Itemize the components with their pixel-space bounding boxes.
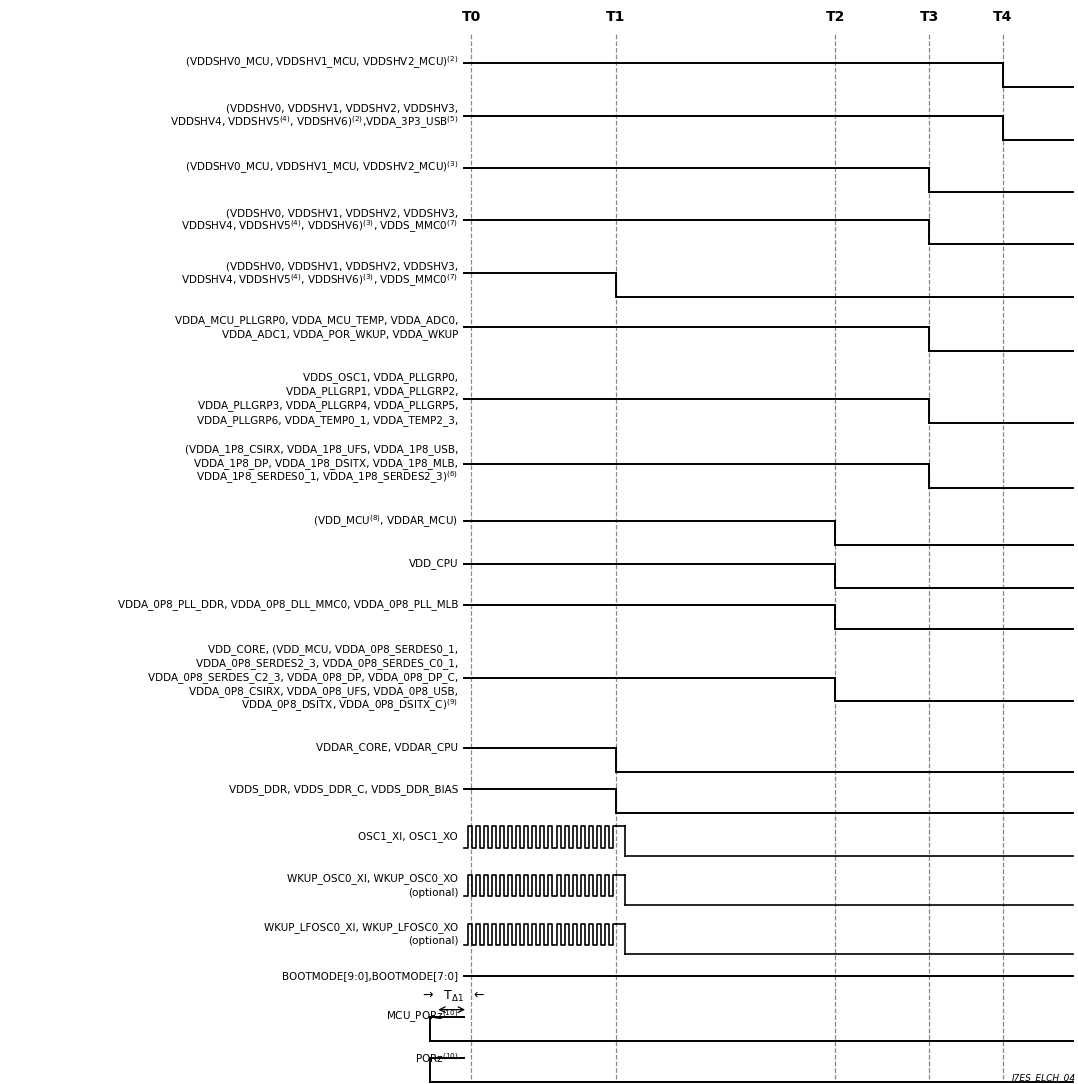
Text: (VDDSHV0_MCU, VDDSHV1_MCU, VDDSHV2_MCU)$^{(2)}$: (VDDSHV0_MCU, VDDSHV1_MCU, VDDSHV2_MCU)$… [184, 54, 458, 72]
Text: VDD_CPU: VDD_CPU [409, 558, 458, 569]
Text: (optional): (optional) [407, 937, 458, 946]
Text: VDDS_OSC1, VDDA_PLLGRP0,: VDDS_OSC1, VDDA_PLLGRP0, [303, 372, 458, 384]
Text: VDDA_MCU_PLLGRP0, VDDA_MCU_TEMP, VDDA_ADC0,: VDDA_MCU_PLLGRP0, VDDA_MCU_TEMP, VDDA_AD… [175, 314, 458, 326]
Text: BOOTMODE[9:0],BOOTMODE[7:0]: BOOTMODE[9:0],BOOTMODE[7:0] [282, 970, 458, 981]
Text: T0: T0 [461, 10, 481, 24]
Text: T2: T2 [826, 10, 845, 24]
Text: (VDDSHV0, VDDSHV1, VDDSHV2, VDDSHV3,: (VDDSHV0, VDDSHV1, VDDSHV2, VDDSHV3, [226, 208, 458, 218]
Text: VDDA_0P8_DSITX, VDDA_0P8_DSITX_C)$^{(9)}$: VDDA_0P8_DSITX, VDDA_0P8_DSITX_C)$^{(9)}… [241, 697, 458, 714]
Text: VDDS_DDR, VDDS_DDR_C, VDDS_DDR_BIAS: VDDS_DDR, VDDS_DDR_C, VDDS_DDR_BIAS [229, 784, 458, 795]
Text: VDDA_0P8_SERDES2_3, VDDA_0P8_SERDES_C0_1,: VDDA_0P8_SERDES2_3, VDDA_0P8_SERDES_C0_1… [196, 658, 458, 669]
Text: (VDDSHV0, VDDSHV1, VDDSHV2, VDDSHV3,: (VDDSHV0, VDDSHV1, VDDSHV2, VDDSHV3, [226, 261, 458, 271]
Text: T3: T3 [920, 10, 939, 24]
Text: MCU_PORz$^{(10)}$: MCU_PORz$^{(10)}$ [386, 1008, 458, 1025]
Text: VDDA_PLLGRP3, VDDA_PLLGRP4, VDDA_PLLGRP5,: VDDA_PLLGRP3, VDDA_PLLGRP4, VDDA_PLLGRP5… [197, 400, 458, 412]
Text: VDDA_1P8_SERDES0_1, VDDA_1P8_SERDES2_3)$^{(6)}$: VDDA_1P8_SERDES0_1, VDDA_1P8_SERDES2_3)$… [196, 469, 458, 487]
Text: VDDA_0P8_SERDES_C2_3, VDDA_0P8_DP, VDDA_0P8_DP_C,: VDDA_0P8_SERDES_C2_3, VDDA_0P8_DP, VDDA_… [148, 672, 458, 683]
Text: T1: T1 [606, 10, 625, 24]
Text: (VDD_MCU$^{(8)}$, VDDAR_MCU): (VDD_MCU$^{(8)}$, VDDAR_MCU) [314, 513, 458, 530]
Text: VDD_CORE, (VDD_MCU, VDDA_0P8_SERDES0_1,: VDD_CORE, (VDD_MCU, VDDA_0P8_SERDES0_1, [208, 644, 458, 655]
Text: VDDAR_CORE, VDDAR_CPU: VDDAR_CORE, VDDAR_CPU [316, 743, 458, 753]
Text: VDDSHV4, VDDSHV5$^{(4)}$, VDDSHV6)$^{(2)}$,VDDA_3P3_USB$^{(5)}$: VDDSHV4, VDDSHV5$^{(4)}$, VDDSHV6)$^{(2)… [169, 115, 458, 131]
Text: (VDDA_1P8_CSIRX, VDDA_1P8_UFS, VDDA_1P8_USB,: (VDDA_1P8_CSIRX, VDDA_1P8_UFS, VDDA_1P8_… [184, 444, 458, 455]
Text: VDDA_PLLGRP1, VDDA_PLLGRP2,: VDDA_PLLGRP1, VDDA_PLLGRP2, [286, 386, 458, 398]
Text: (optional): (optional) [407, 888, 458, 898]
Text: VDDA_0P8_CSIRX, VDDA_0P8_UFS, VDDA_0P8_USB,: VDDA_0P8_CSIRX, VDDA_0P8_UFS, VDDA_0P8_U… [189, 686, 458, 697]
Text: $\rightarrow$  T$_{\Delta 1}$  $\leftarrow$: $\rightarrow$ T$_{\Delta 1}$ $\leftarrow… [420, 989, 485, 1004]
Text: WKUP_OSC0_XI, WKUP_OSC0_XO: WKUP_OSC0_XI, WKUP_OSC0_XO [287, 873, 458, 885]
Text: VDDA_PLLGRP6, VDDA_TEMP0_1, VDDA_TEMP2_3,: VDDA_PLLGRP6, VDDA_TEMP0_1, VDDA_TEMP2_3… [197, 414, 458, 426]
Text: VDDSHV4, VDDSHV5$^{(4)}$, VDDSHV6)$^{(3)}$, VDDS_MMC0$^{(7)}$: VDDSHV4, VDDSHV5$^{(4)}$, VDDSHV6)$^{(3)… [181, 219, 458, 235]
Text: PORz$^{(10)}$: PORz$^{(10)}$ [415, 1051, 458, 1064]
Text: WKUP_LFOSC0_XI, WKUP_LFOSC0_XO: WKUP_LFOSC0_XI, WKUP_LFOSC0_XO [264, 921, 458, 933]
Text: T4: T4 [993, 10, 1012, 24]
Text: VDDSHV4, VDDSHV5$^{(4)}$, VDDSHV6)$^{(3)}$, VDDS_MMC0$^{(7)}$: VDDSHV4, VDDSHV5$^{(4)}$, VDDSHV6)$^{(3)… [181, 272, 458, 288]
Text: VDDA_ADC1, VDDA_POR_WKUP, VDDA_WKUP: VDDA_ADC1, VDDA_POR_WKUP, VDDA_WKUP [222, 328, 458, 340]
Text: (VDDSHV0, VDDSHV1, VDDSHV2, VDDSHV3,: (VDDSHV0, VDDSHV1, VDDSHV2, VDDSHV3, [226, 104, 458, 114]
Text: VDDA_1P8_DP, VDDA_1P8_DSITX, VDDA_1P8_MLB,: VDDA_1P8_DP, VDDA_1P8_DSITX, VDDA_1P8_ML… [194, 459, 458, 469]
Text: OSC1_XI, OSC1_XO: OSC1_XI, OSC1_XO [358, 831, 458, 842]
Text: VDDA_0P8_PLL_DDR, VDDA_0P8_DLL_MMC0, VDDA_0P8_PLL_MLB: VDDA_0P8_PLL_DDR, VDDA_0P8_DLL_MMC0, VDD… [118, 599, 458, 610]
Text: (VDDSHV0_MCU, VDDSHV1_MCU, VDDSHV2_MCU)$^{(3)}$: (VDDSHV0_MCU, VDDSHV1_MCU, VDDSHV2_MCU)$… [184, 159, 458, 177]
Text: J7ES_ELCH_04: J7ES_ELCH_04 [1012, 1074, 1076, 1083]
